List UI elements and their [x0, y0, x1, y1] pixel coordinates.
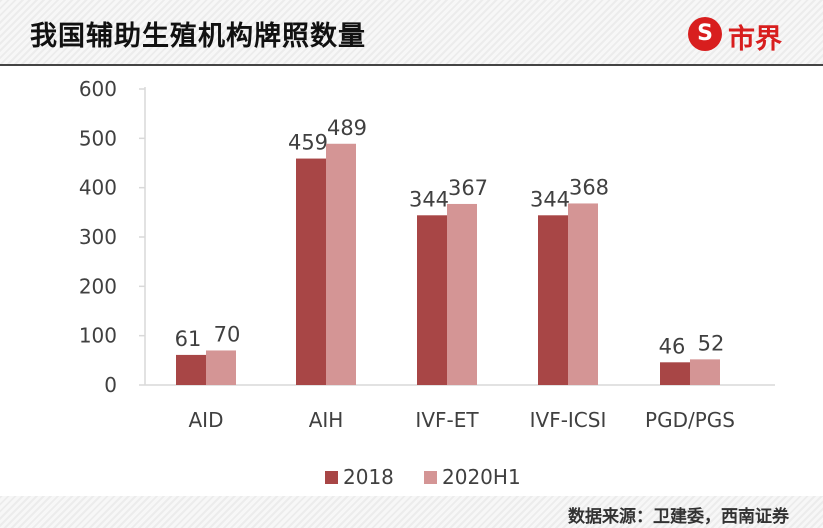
data-label: 344: [530, 187, 570, 211]
data-label: 367: [448, 176, 488, 200]
data-label: 70: [214, 322, 241, 346]
bar-2018-PGD/PGS: [660, 362, 690, 385]
legend-label: 2020H1: [442, 465, 521, 489]
bar-2020H1-IVF-ET: [447, 203, 477, 385]
legend-swatch-2018: [325, 471, 338, 484]
x-tick-label: IVF-ET: [415, 408, 479, 432]
data-label: 368: [569, 175, 609, 199]
data-label: 489: [327, 116, 367, 140]
page-title: 我国辅助生殖机构牌照数量: [30, 21, 366, 52]
x-tick-label: PGD/PGS: [645, 408, 735, 432]
legend-label: 2018: [343, 465, 394, 489]
bar-2018-IVF-ET: [417, 215, 447, 385]
header-band: [0, 0, 823, 66]
y-tick-label: 100: [79, 324, 117, 348]
bar-2020H1-AIH: [326, 143, 356, 385]
y-tick-label: 300: [79, 225, 117, 249]
data-label: 46: [659, 334, 686, 358]
source-note: 数据来源：卫建委，西南证券: [568, 507, 789, 527]
x-tick-label: IVF-ICSI: [530, 408, 607, 432]
data-label: 61: [175, 327, 202, 351]
bar-2020H1-AID: [206, 350, 236, 385]
bar-2020H1-IVF-ICSI: [568, 203, 598, 385]
y-tick-label: 600: [79, 77, 117, 101]
legend-swatch-2020H1: [424, 471, 437, 484]
data-label: 344: [409, 187, 449, 211]
bar-2018-IVF-ICSI: [538, 215, 568, 385]
bar-2020H1-PGD/PGS: [690, 359, 720, 385]
x-tick-label: AIH: [309, 408, 344, 432]
bar-2018-AID: [176, 354, 206, 385]
data-label: 459: [288, 131, 328, 155]
y-tick-label: 500: [79, 126, 117, 150]
y-tick-label: 200: [79, 274, 117, 298]
x-tick-label: AID: [189, 408, 224, 432]
header-divider: [0, 64, 823, 66]
data-label: 52: [698, 331, 725, 355]
bar-2018-AIH: [296, 158, 326, 385]
y-tick-label: 400: [79, 176, 117, 200]
s-badge-icon: S: [688, 17, 722, 51]
y-tick-label: 0: [104, 373, 117, 397]
logo-text: 市界: [728, 24, 782, 55]
footer-band: [0, 496, 823, 528]
